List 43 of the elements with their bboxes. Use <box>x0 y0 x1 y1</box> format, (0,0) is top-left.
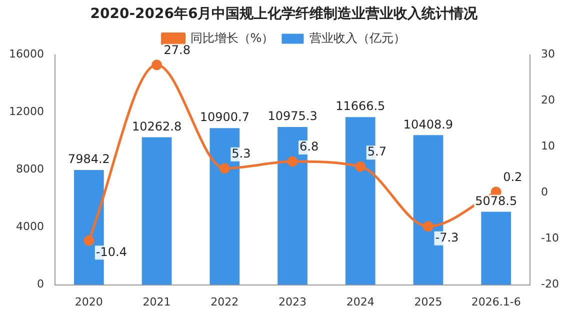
y-tick-label: 8000 <box>16 162 44 176</box>
bar <box>481 212 512 285</box>
data-label: -10.4 <box>96 244 127 259</box>
point <box>219 163 230 174</box>
x-tick-label: 2026.1-6 <box>471 295 521 308</box>
data-label: 10262.8 <box>132 119 182 134</box>
data-label: 5078.5 <box>475 194 518 208</box>
y-tick-label: 16000 <box>8 48 44 61</box>
x-tick-label: 2023 <box>278 295 307 308</box>
point <box>355 161 366 172</box>
data-label: 6.8 <box>300 140 319 154</box>
legend-label: 营业收入（亿元） <box>310 30 406 45</box>
data-label: 11666.5 <box>336 99 386 114</box>
x-tick-label: 2024 <box>346 295 374 308</box>
data-label: 10408.9 <box>403 117 454 132</box>
chart-title: 2020-2026年6月中国规上化学纤维制造业营业收入统计情况 <box>90 5 479 22</box>
y-tick-label: 12000 <box>8 105 44 118</box>
data-label: 0.2 <box>503 170 522 184</box>
data-label: 5.7 <box>367 144 386 159</box>
x-tick-label: 2020 <box>74 295 103 308</box>
point <box>422 221 434 232</box>
y2-tick-label: 30 <box>541 48 556 61</box>
data-label: 10975.3 <box>268 109 318 124</box>
y-tick-label: 0 <box>36 278 44 291</box>
x-tick-label: 2025 <box>414 295 442 308</box>
x-tick-label: 2022 <box>210 295 239 308</box>
y2-tick-label: -10 <box>541 232 559 245</box>
data-label: 10900.7 <box>200 110 250 124</box>
y2-tick-label: -20 <box>541 278 559 291</box>
point <box>84 235 94 246</box>
y2-tick-label: 0 <box>541 186 548 199</box>
point <box>152 60 162 70</box>
y2-tick-label: 10 <box>541 140 556 153</box>
x-tick-label: 2021 <box>142 295 171 308</box>
data-label: 5.3 <box>232 146 251 161</box>
point <box>287 156 298 167</box>
bar <box>142 137 172 285</box>
data-label: -7.3 <box>435 230 459 245</box>
legend-label: 同比增长（%） <box>190 30 274 45</box>
y-tick-label: 4000 <box>16 220 44 234</box>
y2-tick-label: 20 <box>541 94 556 107</box>
data-label: 7984.2 <box>68 152 110 166</box>
data-label: 27.8 <box>164 43 191 58</box>
